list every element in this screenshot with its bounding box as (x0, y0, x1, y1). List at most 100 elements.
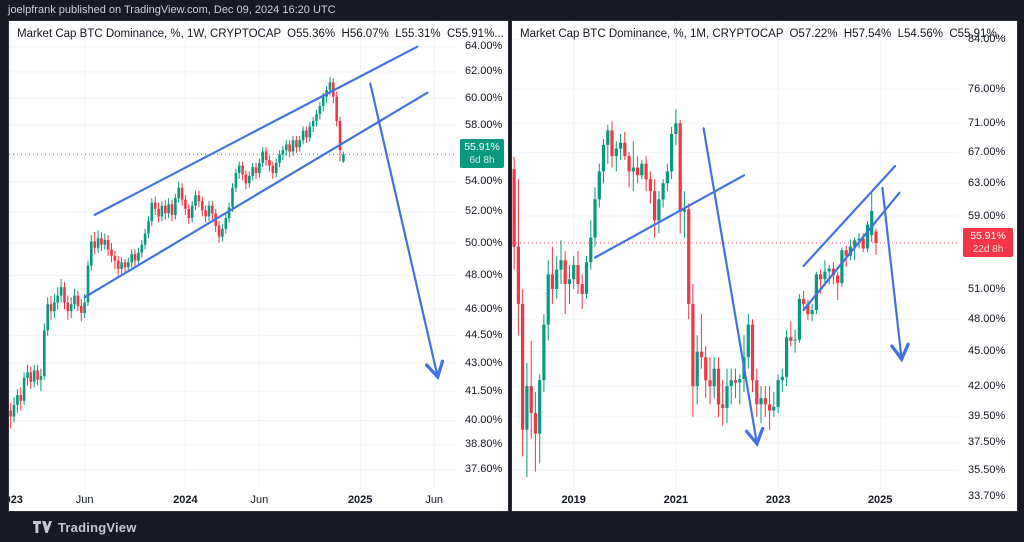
price-tick-label: 39.50% (968, 410, 1006, 423)
candle-body (315, 114, 318, 121)
candle-body (559, 260, 563, 270)
candle-body (606, 130, 610, 145)
candle-body (750, 324, 755, 381)
candle-body (640, 163, 644, 176)
bar-countdown: 6d 8h (469, 155, 495, 167)
candle-body (593, 199, 597, 238)
candle-body (653, 191, 657, 221)
candle-body (678, 123, 682, 212)
candle-body (687, 209, 691, 304)
candle-body (305, 130, 308, 138)
tradingview-wordmark[interactable]: TradingView (58, 519, 137, 535)
symbol-title: Market Cap BTC Dominance, %, 1W, CRYPTOC… (17, 28, 282, 40)
candle-body (648, 179, 652, 192)
price-tick-label: 37.50% (968, 436, 1006, 449)
candle-body (90, 241, 93, 266)
time-scale[interactable]: 2019 2021 2023 2025 (512, 489, 959, 511)
candle-body (338, 120, 342, 151)
price-tick-label: 64.00% (465, 40, 503, 53)
candle-body (529, 386, 533, 413)
price-tick-label: 52.00% (465, 205, 503, 218)
candle-body (295, 140, 298, 148)
candle-body (746, 324, 750, 358)
time-tick-label: 2021 (663, 494, 689, 506)
candle-body (19, 395, 23, 401)
candle-body (59, 287, 63, 296)
candle-body (281, 150, 285, 155)
candle-body (546, 274, 550, 325)
time-scale[interactable]: 2023 Jun 2024 Jun 2025 Jun (9, 489, 456, 511)
time-tick-label: 2025 (867, 494, 893, 506)
candle-body (661, 183, 665, 200)
trendline-drawing[interactable] (93, 45, 419, 216)
candle-body (844, 250, 848, 256)
candle-body (814, 274, 818, 310)
price-tick-label: 51.00% (968, 282, 1006, 295)
time-tick-label: 2023 (9, 494, 23, 506)
price-tick-label: 60.00% (465, 91, 503, 104)
candle-body (264, 151, 268, 161)
candle-body (180, 187, 184, 200)
candle-body (127, 262, 130, 268)
candle-body (823, 271, 827, 280)
candle-body (321, 96, 325, 106)
arrow-drawing[interactable] (702, 127, 765, 448)
time-tick-label: 2025 (347, 494, 373, 506)
trendline-drawing[interactable] (593, 174, 746, 259)
candle-body (576, 265, 580, 285)
price-tick-label: 41.50% (465, 384, 503, 397)
candle-body (116, 260, 120, 269)
candle-body (291, 140, 295, 152)
candle-body (261, 151, 264, 163)
trendline-drawing[interactable] (83, 91, 429, 299)
candle-body (204, 210, 207, 217)
candle-body (712, 368, 716, 387)
arrow-drawing[interactable] (369, 82, 445, 381)
candle-body (759, 398, 763, 405)
time-tick-label: Jun (425, 494, 444, 506)
candle-body (785, 337, 789, 377)
candle-body (619, 142, 623, 149)
candle-body (623, 142, 627, 157)
candle-body (699, 351, 703, 358)
candle-body (207, 205, 211, 217)
price-tick-label: 50.00% (465, 236, 503, 249)
candle-body (278, 154, 281, 163)
time-tick-label: 2024 (173, 494, 198, 506)
trendline-drawing[interactable] (802, 164, 897, 267)
trendline-drawing[interactable] (802, 191, 901, 312)
candle-body (254, 167, 258, 173)
candle-body (716, 368, 721, 405)
candle-body (840, 250, 844, 284)
candle-body (802, 298, 806, 304)
price-tick-label: 67.00% (968, 145, 1006, 158)
candle-body (29, 372, 33, 382)
candle-body (542, 324, 546, 381)
candle-body (96, 238, 100, 248)
arrow-drawing[interactable] (881, 186, 910, 363)
candle-body (234, 173, 238, 188)
candle-body (695, 351, 699, 387)
candle-body (597, 171, 601, 200)
tradingview-logo-icon[interactable] (33, 521, 52, 533)
candle-body (248, 175, 251, 184)
candle-body (563, 260, 567, 284)
candle-body (9, 410, 12, 417)
candle-body (572, 265, 576, 280)
candle-body (288, 144, 291, 152)
price-scale[interactable]: 64.00% 62.00% 60.00% 58.00% 54.00% 52.00% 50.0… (456, 21, 508, 511)
candle-body (665, 171, 669, 184)
candle-body (150, 202, 154, 222)
candle-body (708, 380, 712, 387)
chart-legend[interactable]: Market Cap BTC Dominance, %, 1W, CRYPTOC… (17, 28, 504, 40)
chart-legend[interactable]: Market Cap BTC Dominance, %, 1M, CRYPTOC… (520, 28, 1006, 40)
candle-body (237, 165, 241, 174)
candle-body (721, 404, 725, 409)
chart-panel-monthly: Market Cap BTC Dominance, %, 1M, CRYPTOC… (511, 20, 1018, 512)
price-scale[interactable]: 84.00% 76.00% 71.00% 67.00% 63.00% 59.00% 51.0… (959, 21, 1017, 511)
candle-body (729, 380, 733, 387)
candle-body (789, 337, 793, 341)
price-tick-label: 71.00% (968, 116, 1006, 129)
candle-body (870, 210, 874, 235)
price-tick-label: 54.00% (465, 175, 503, 188)
